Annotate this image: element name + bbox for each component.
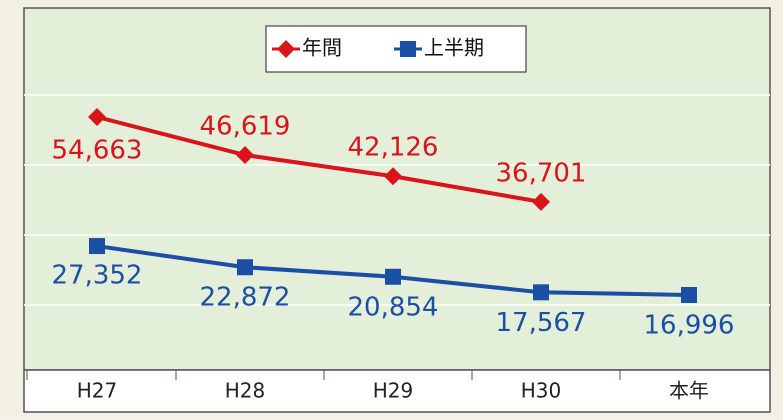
page: H27 H28 H29 H30 本年 54,663 46,619 42,126 36,701 27… [0, 0, 783, 420]
x-tick-label: H30 [521, 379, 562, 403]
marker [237, 259, 253, 275]
data-label: 20,854 [348, 292, 439, 322]
data-label: 17,567 [496, 308, 587, 338]
legend-label: 年間 [302, 36, 342, 60]
marker [385, 269, 401, 285]
chart: H27 H28 H29 H30 本年 54,663 46,619 42,126 36,701 27… [0, 0, 783, 416]
data-label: 16,996 [644, 311, 735, 341]
marker [533, 284, 549, 300]
data-label: 46,619 [200, 112, 291, 142]
data-label: 42,126 [348, 133, 439, 163]
data-label: 36,701 [496, 158, 587, 188]
legend-label: 上半期 [424, 36, 484, 60]
x-tick-label: H29 [373, 379, 414, 403]
data-label: 22,872 [200, 283, 291, 313]
x-tick-label: 本年 [669, 379, 709, 403]
data-label: 27,352 [52, 261, 143, 291]
x-tick-label: H28 [225, 379, 266, 403]
marker [681, 287, 697, 303]
data-label: 54,663 [52, 136, 143, 166]
x-tick-label: H27 [77, 379, 118, 403]
marker [89, 238, 105, 254]
